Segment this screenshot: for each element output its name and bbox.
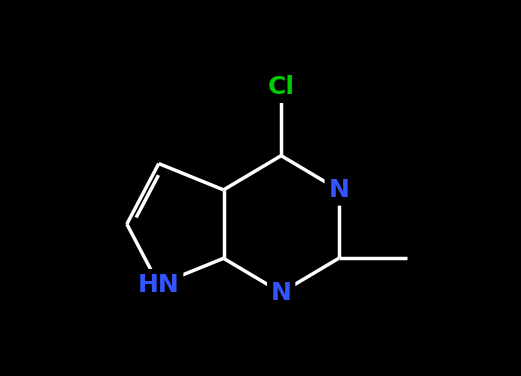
Text: Cl: Cl — [268, 75, 295, 99]
Text: N: N — [271, 280, 292, 305]
Text: HN: HN — [138, 273, 180, 297]
Text: N: N — [328, 178, 349, 202]
